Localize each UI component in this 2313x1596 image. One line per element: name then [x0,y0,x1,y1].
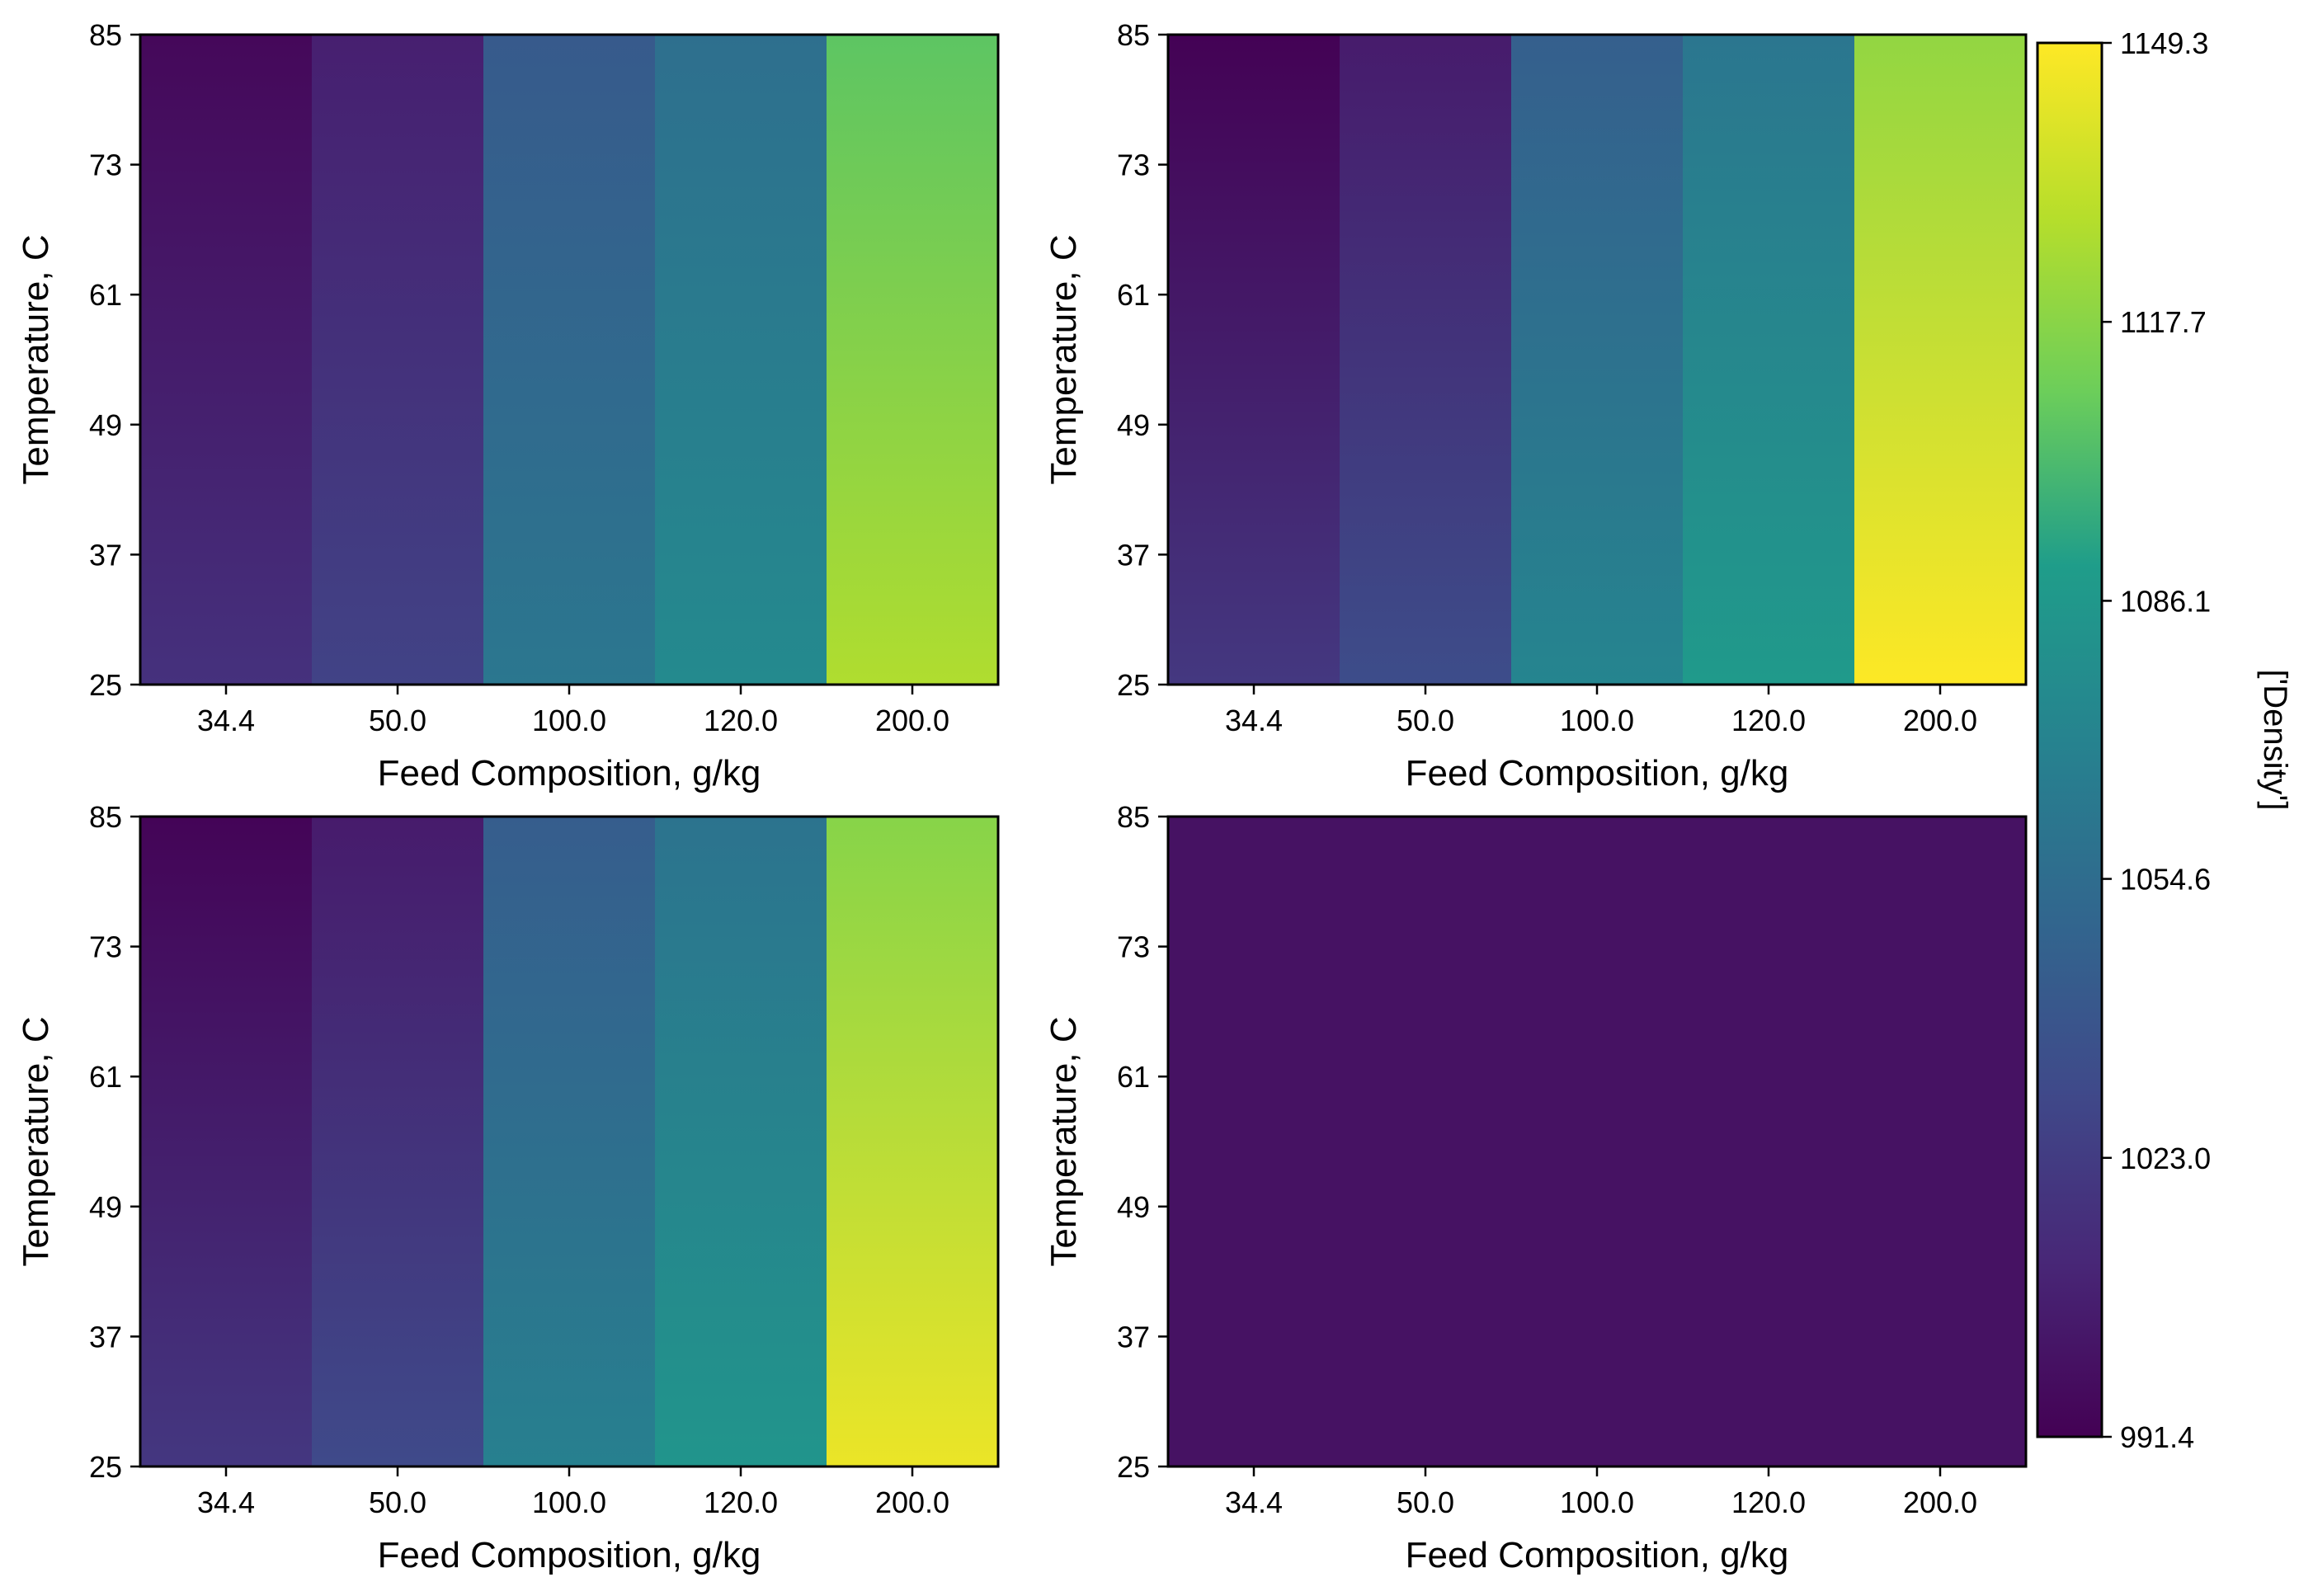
y-tick-label: 61 [1117,1060,1150,1094]
y-axis-label: Temperature, C [1043,1016,1084,1266]
heatmap-cell [1854,35,2027,685]
colorbar: 991.4 1023.0 1054.6 1086.1 1117.7 1149.3 ['De… [2036,26,2293,1454]
x-axis-label: Feed Composition, g/kg [378,753,761,793]
heatmap-cell [1683,817,1855,1467]
y-tick-label: 61 [89,278,122,312]
y-axis-label: Temperature, C [16,234,56,484]
heatmap-cell [655,35,827,685]
heatmap-panel-1: 34.4 50.0 100.0 120.0 200.0 25 37 49 61 73 85 Feed … [16,18,1000,793]
x-tick-label: 34.4 [197,704,255,737]
heatmap-cell [483,35,656,685]
x-tick-label: 200.0 [1903,1485,1977,1519]
y-tick-label: 85 [89,18,122,52]
y-tick-label: 73 [1117,930,1150,964]
x-tick-label: 200.0 [875,1485,949,1519]
x-tick-label: 50.0 [369,1485,426,1519]
heatmap-panel-3: 34.4 50.0 100.0 120.0 200.0 25 37 49 61 73 85 Feed … [16,800,1000,1575]
x-axis-label: Feed Composition, g/kg [1406,753,1789,793]
x-tick-label: 200.0 [1903,704,1977,737]
heatmap-cell [1168,35,1340,685]
y-tick-label: 73 [89,148,122,182]
x-tick-label: 50.0 [1397,1485,1454,1519]
x-tick-label: 120.0 [704,1485,778,1519]
y-tick-label: 25 [1117,1450,1150,1484]
colorbar-gradient [2036,41,2103,1438]
heatmap-cell [1511,35,1684,685]
y-axis-label: Temperature, C [1043,234,1084,484]
y-tick-label: 37 [1117,1320,1150,1354]
heatmap-cell [1511,817,1684,1467]
heatmap-cell [1340,817,1512,1467]
y-tick-label: 49 [89,1190,122,1224]
x-tick-label: 34.4 [1225,1485,1283,1519]
y-tick-label: 25 [89,668,122,702]
x-tick-label: 34.4 [197,1485,255,1519]
x-tick-label: 100.0 [532,1485,606,1519]
x-tick-label: 120.0 [1731,704,1806,737]
x-tick-label: 120.0 [704,704,778,737]
y-tick-label: 25 [89,1450,122,1484]
y-tick-label: 85 [1117,800,1150,834]
heatmap-cell [827,35,999,685]
y-tick-label: 49 [89,408,122,442]
colorbar-label: ['Density'] [2257,670,2293,811]
y-tick-label: 73 [1117,148,1150,182]
x-tick-label: 50.0 [1397,704,1454,737]
y-tick-label: 37 [89,1320,122,1354]
heatmap-cell [312,35,484,685]
heatmap-cell [1168,817,1340,1467]
y-tick-label: 85 [89,800,122,834]
y-tick-label: 61 [89,1060,122,1094]
x-tick-label: 50.0 [369,704,426,737]
y-tick-label: 85 [1117,18,1150,52]
heatmap-cell [1683,35,1855,685]
heatmap-panel-4: 34.4 50.0 100.0 120.0 200.0 25 37 49 61 73 85 Feed … [1043,800,2028,1575]
heatmap-cell [483,817,656,1467]
colorbar-tick-label: 1149.3 [2120,26,2208,60]
heatmap-cell [1854,817,2027,1467]
x-axis-label: Feed Composition, g/kg [1406,1535,1789,1575]
colorbar-tick-label: 991.4 [2120,1420,2194,1454]
heatmap-cell [827,817,999,1467]
x-tick-label: 200.0 [875,704,949,737]
x-tick-label: 100.0 [1560,1485,1634,1519]
x-tick-label: 120.0 [1731,1485,1806,1519]
x-tick-label: 100.0 [1560,704,1634,737]
heatmap-cell [655,817,827,1467]
x-tick-label: 34.4 [1225,704,1283,737]
y-tick-label: 49 [1117,1190,1150,1224]
colorbar-tick-label: 1054.6 [2120,863,2211,897]
y-tick-label: 49 [1117,408,1150,442]
colorbar-tick-label: 1086.1 [2120,584,2211,618]
x-tick-label: 100.0 [532,704,606,737]
colorbar-tick-label: 1117.7 [2120,305,2207,339]
y-tick-label: 37 [1117,538,1150,572]
x-axis-label: Feed Composition, g/kg [378,1535,761,1575]
y-tick-label: 25 [1117,668,1150,702]
y-tick-label: 61 [1117,278,1150,312]
heatmap-cell [140,35,313,685]
y-tick-label: 37 [89,538,122,572]
heatmap-cell [1340,35,1512,685]
heatmap-cell [140,817,313,1467]
y-tick-label: 73 [89,930,122,964]
heatmap-cell [312,817,484,1467]
heatmap-panel-2: 34.4 50.0 100.0 120.0 200.0 25 37 49 61 73 85 Feed … [1043,18,2028,793]
colorbar-tick-label: 1023.0 [2120,1142,2211,1175]
y-axis-label: Temperature, C [16,1016,56,1266]
